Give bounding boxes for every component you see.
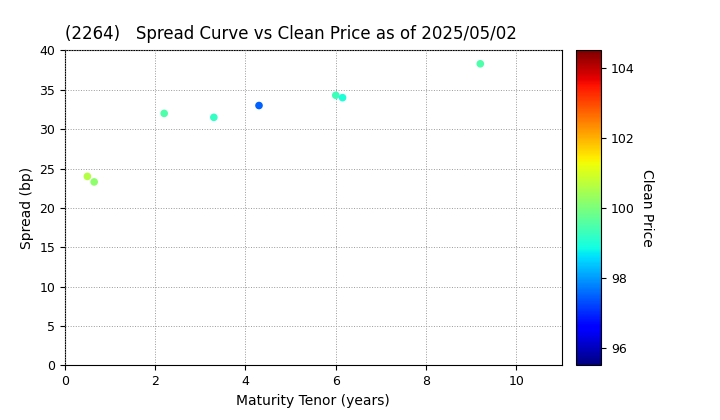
Point — [158, 110, 170, 117]
Y-axis label: Spread (bp): Spread (bp) — [19, 167, 34, 249]
X-axis label: Maturity Tenor (years): Maturity Tenor (years) — [236, 394, 390, 408]
Point — [253, 102, 265, 109]
Point — [337, 94, 348, 101]
Point — [208, 114, 220, 121]
Point — [330, 92, 341, 99]
Point — [474, 60, 486, 67]
Point — [89, 178, 100, 185]
Point — [81, 173, 93, 180]
Y-axis label: Clean Price: Clean Price — [640, 169, 654, 247]
Text: (2264)   Spread Curve vs Clean Price as of 2025/05/02: (2264) Spread Curve vs Clean Price as of… — [65, 25, 517, 43]
